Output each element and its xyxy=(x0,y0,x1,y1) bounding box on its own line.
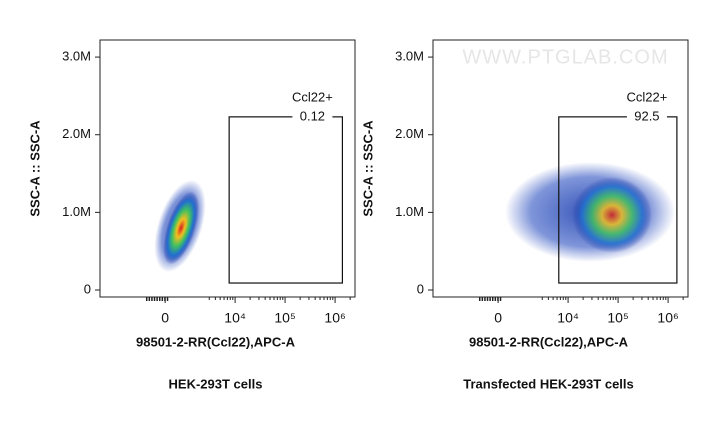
y-tick-label: 0 xyxy=(84,281,91,296)
y-tick-label: 1.0M xyxy=(62,204,91,219)
plot-frame xyxy=(99,39,356,298)
gate-name: Ccl22+ xyxy=(626,89,667,104)
panel-caption: HEK-293T cells xyxy=(169,376,263,391)
x-tick-label: 10⁵ xyxy=(274,310,295,326)
y-tick-label: 3.0M xyxy=(395,49,424,64)
gate-label-bg xyxy=(292,109,333,124)
gate-name: Ccl22+ xyxy=(292,89,333,104)
gate-percent: 0.12 xyxy=(300,108,325,123)
x-tick-label: 0 xyxy=(494,310,502,326)
x-tick-label: 10⁶ xyxy=(657,310,678,326)
panel-caption: Transfected HEK-293T cells xyxy=(463,376,634,391)
y-tick-label: 2.0M xyxy=(395,126,424,141)
y-tick-label: 0 xyxy=(417,281,424,296)
event-cloud xyxy=(154,162,675,273)
y-tick-label: 2.0M xyxy=(62,126,91,141)
x-axis-label: 98501-2-RR(Ccl22),APC-A xyxy=(136,334,296,349)
gate xyxy=(558,116,678,284)
y-tick-label: 3.0M xyxy=(62,49,91,64)
x-tick-label: 10⁶ xyxy=(324,310,345,326)
x-tick-label: 10⁵ xyxy=(607,310,628,326)
x-tick-label: 10⁴ xyxy=(224,310,246,326)
x-axis-label: 98501-2-RR(Ccl22),APC-A xyxy=(469,334,629,349)
y-axis-label: SSC-A :: SSC-A xyxy=(27,120,42,217)
gate xyxy=(228,116,344,284)
y-axis-label: SSC-A :: SSC-A xyxy=(360,120,375,217)
y-tick-label: 1.0M xyxy=(395,204,424,219)
gate-label-bg xyxy=(626,109,667,124)
watermark: WWW.PTGLAB.COM xyxy=(462,46,668,68)
x-tick-label: 10⁴ xyxy=(557,310,579,326)
x-tick-label: 0 xyxy=(161,310,169,326)
gate-percent: 92.5 xyxy=(634,108,659,123)
